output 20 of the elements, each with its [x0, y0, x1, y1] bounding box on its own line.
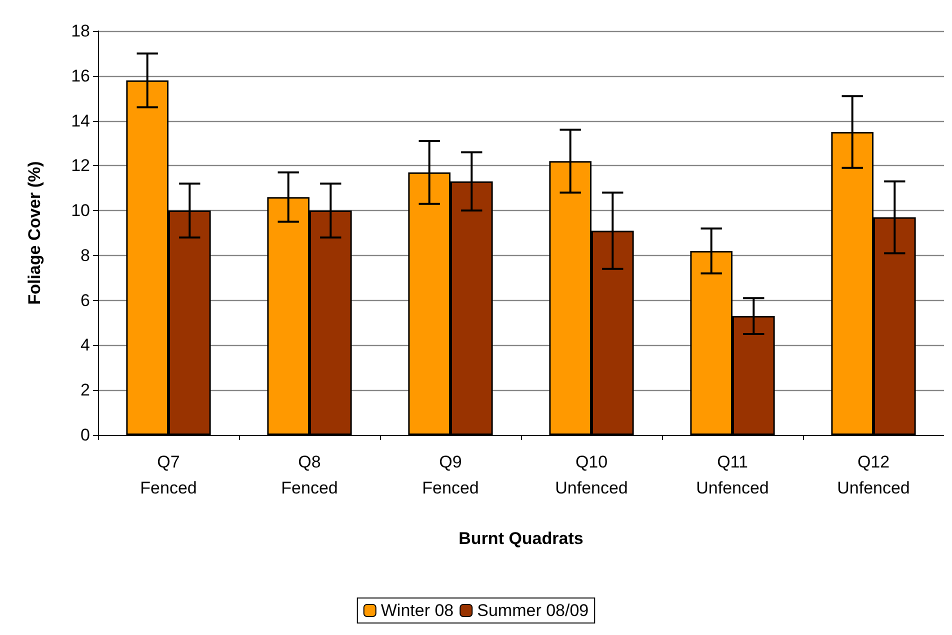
y-tick-label: 0	[80, 426, 90, 444]
x-tick-label: Q12 Unfenced	[837, 452, 910, 498]
y-tick-label: 16	[71, 66, 90, 86]
y-tick-label: 2	[80, 380, 90, 400]
x-tick-label: Q8 Fenced	[281, 452, 338, 498]
x-tick-label: Q9 Fenced	[422, 452, 479, 498]
y-tick-label: 8	[80, 246, 90, 265]
y-axis-title: Foliage Cover (%)	[25, 161, 44, 305]
y-tick-label: 10	[71, 201, 90, 220]
x-tick-label: Q10 Unfenced	[555, 452, 628, 498]
y-tick-label: 12	[71, 156, 90, 176]
y-tick-label: 18	[71, 22, 90, 40]
legend-label: Winter 08	[380, 601, 454, 620]
y-tick-label: 4	[80, 336, 90, 355]
y-tick-label: 14	[71, 111, 90, 130]
y-tick-label: 6	[80, 290, 90, 310]
x-tick-label: Q7 Fenced	[140, 452, 197, 498]
x-tick-label: Q11 Unfenced	[696, 452, 769, 498]
legend-label: Summer 08/09	[477, 601, 589, 620]
x-axis-title: Burnt Quadrats	[458, 529, 584, 548]
